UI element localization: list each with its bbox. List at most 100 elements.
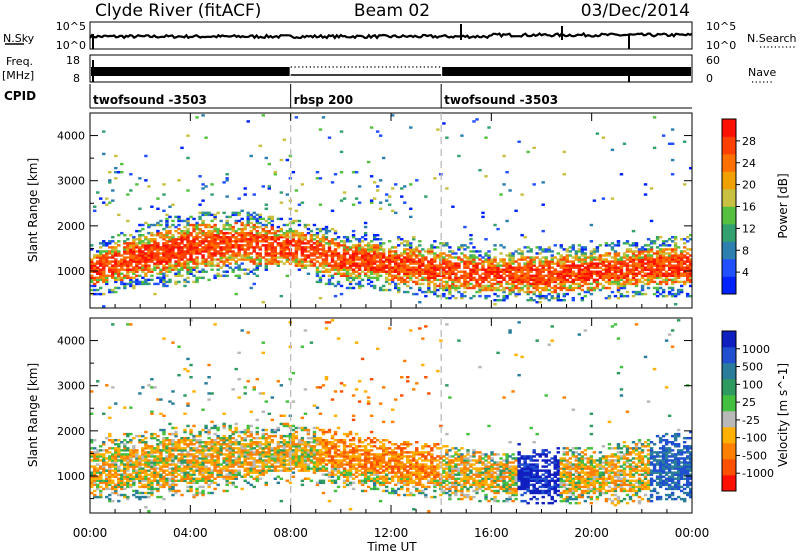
range-cell <box>291 244 296 247</box>
range-cell <box>375 252 380 255</box>
range-cell <box>123 457 127 460</box>
range-cell <box>363 252 368 255</box>
range-cell <box>595 278 600 282</box>
range-cell <box>445 266 449 269</box>
range-cell <box>412 238 416 241</box>
range-cell <box>279 158 284 162</box>
range-cell <box>195 238 199 241</box>
range-cell <box>249 217 253 221</box>
range-cell <box>685 270 690 273</box>
range-cell <box>162 443 166 446</box>
range-cell <box>219 258 223 261</box>
range-cell <box>309 252 314 255</box>
range-cell <box>231 477 235 480</box>
range-cell <box>261 217 265 221</box>
range-cell <box>165 246 169 249</box>
range-cell <box>433 278 437 282</box>
range-cell <box>195 434 199 438</box>
range-cell <box>249 238 253 241</box>
range-cell <box>168 268 172 271</box>
range-cell <box>264 156 268 160</box>
range-cell <box>210 447 214 450</box>
range-cell <box>243 233 247 237</box>
range-cell <box>198 231 202 235</box>
range-cell <box>541 288 545 292</box>
range-cell <box>192 223 196 227</box>
range-cell <box>487 262 491 265</box>
range-cell <box>604 242 609 245</box>
range-cell <box>162 254 166 257</box>
range-cell <box>514 280 518 284</box>
range-cell <box>433 252 437 255</box>
range-cell <box>228 461 232 464</box>
range-cell <box>613 282 618 286</box>
range-cell <box>613 294 618 298</box>
range-cell <box>171 487 175 491</box>
range-cell <box>219 445 223 448</box>
cpid-segment-label: twofsound -3503 <box>93 93 207 107</box>
range-cell <box>475 264 479 267</box>
range-cell <box>111 479 115 483</box>
range-cell <box>144 465 148 468</box>
range-cell <box>661 288 666 292</box>
range-cell <box>255 244 259 247</box>
range-cell <box>418 270 422 273</box>
range-cell <box>114 248 118 251</box>
range-cell <box>574 252 579 255</box>
range-cell <box>610 274 615 278</box>
range-cell <box>424 268 428 271</box>
range-cell <box>228 244 232 247</box>
range-cell <box>487 270 491 273</box>
range-cell <box>105 282 109 286</box>
range-cell <box>508 286 512 290</box>
range-cell <box>243 258 247 261</box>
range-cell <box>670 240 675 243</box>
range-cell <box>565 268 569 271</box>
range-cell <box>616 296 621 300</box>
range-cell <box>159 246 163 249</box>
range-cell <box>634 266 639 269</box>
range-cell <box>511 282 515 286</box>
range-cell <box>646 238 651 241</box>
range-cell <box>667 264 672 267</box>
range-cell <box>255 459 259 462</box>
range-cell <box>345 272 350 275</box>
range-cell <box>345 248 350 251</box>
range-cell <box>318 262 323 265</box>
range-cell <box>375 130 380 133</box>
range-cell <box>336 282 341 286</box>
range-cell <box>640 266 645 269</box>
range-cell <box>538 296 542 300</box>
range-cell <box>129 244 133 247</box>
range-cell <box>372 266 377 269</box>
range-cell <box>655 254 660 257</box>
range-cell <box>177 244 181 247</box>
range-cell <box>132 242 136 245</box>
range-cell <box>162 260 166 263</box>
range-cell <box>219 469 223 472</box>
range-cell <box>300 260 305 263</box>
range-cell <box>550 290 554 294</box>
range-cell <box>463 286 467 290</box>
range-cell <box>174 449 178 452</box>
range-cell <box>147 479 151 483</box>
range-cell <box>592 288 597 292</box>
range-cell <box>144 461 148 464</box>
range-cell <box>147 240 151 243</box>
range-cell <box>186 477 190 480</box>
range-cell <box>445 264 449 267</box>
range-cell <box>171 469 175 472</box>
range-cell <box>123 233 127 237</box>
range-cell <box>255 217 259 221</box>
range-cell <box>514 209 518 213</box>
range-cell <box>445 187 449 190</box>
range-cell <box>628 256 633 259</box>
range-cell <box>673 292 678 296</box>
range-cell <box>457 154 461 158</box>
range-cell <box>132 252 136 255</box>
range-cell <box>577 272 582 275</box>
range-cell <box>649 256 654 259</box>
range-cell <box>526 268 530 271</box>
range-cell <box>535 286 539 290</box>
range-cell <box>616 290 621 294</box>
